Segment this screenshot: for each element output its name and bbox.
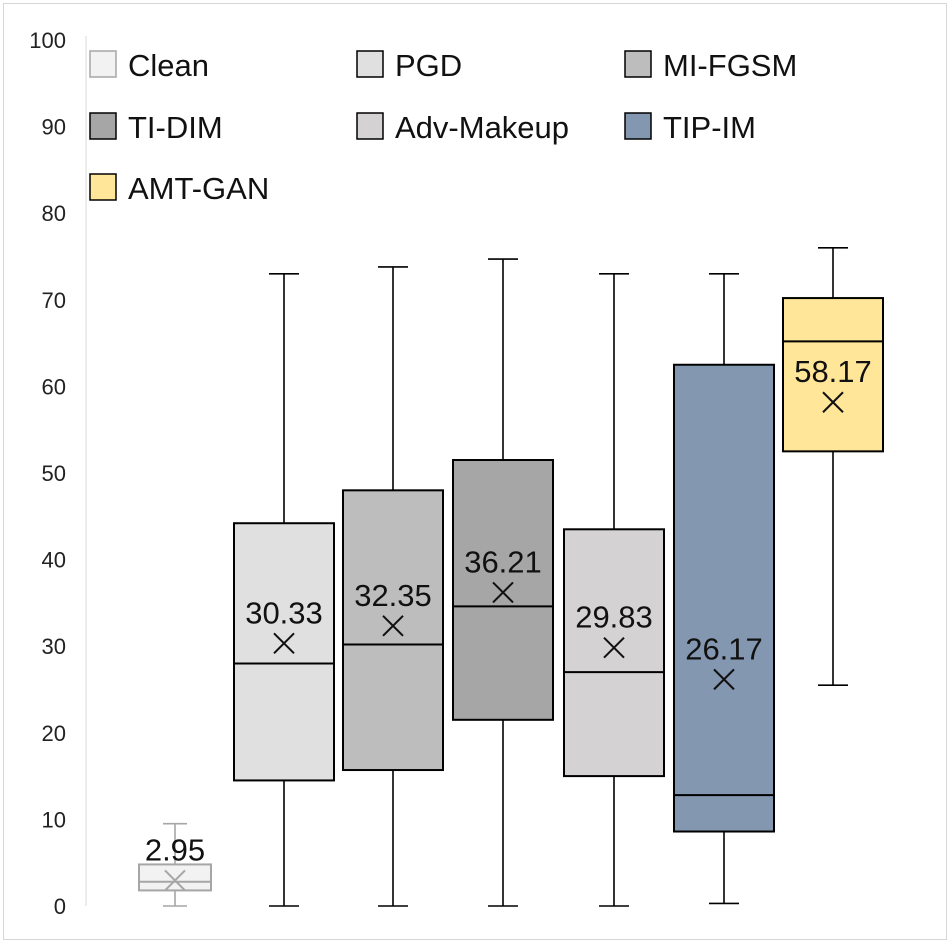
y-tick-label: 90 <box>42 115 66 140</box>
legend-label: Adv-Makeup <box>395 110 569 145</box>
boxes: 2.95 30.33 32.35 36.21 29.83 26.17 58.17 <box>138 247 884 907</box>
mean-label: 26.17 <box>685 631 763 666</box>
y-tick-label: 80 <box>42 201 66 226</box>
box-adv-makeup: 29.83 <box>563 273 665 907</box>
legend-item: Clean <box>89 48 209 83</box>
legend-item: MI-FGSM <box>624 48 797 83</box>
y-tick-label: 100 <box>29 28 66 53</box>
box-tip-im: 26.17 <box>673 273 775 905</box>
legend-label: PGD <box>395 48 462 83</box>
y-tick-label: 50 <box>42 461 66 486</box>
legend-item: TI-DIM <box>89 110 223 145</box>
legend-swatch <box>624 112 652 140</box>
legend: Clean PGD MI-FGSM TI-DIM Adv-Makeup TIP-IM AMT… <box>89 48 797 206</box>
y-tick-label: 20 <box>42 721 66 746</box>
mean-marker <box>603 636 625 659</box>
legend-label: TIP-IM <box>663 110 756 145</box>
legend-label: AMT-GAN <box>128 171 269 206</box>
box-pgd: 30.33 <box>233 273 335 907</box>
legend-swatch <box>89 173 117 201</box>
mean-marker <box>822 391 844 413</box>
mean-marker <box>492 581 514 604</box>
iqr-box <box>233 522 335 782</box>
y-tick-label: 60 <box>42 374 66 399</box>
mean-label: 30.33 <box>245 595 323 630</box>
mean-marker <box>713 668 735 691</box>
legend-swatch <box>356 50 384 78</box>
iqr-box <box>452 459 554 721</box>
mean-label: 29.83 <box>575 600 653 635</box>
y-axis-ticks: 0 10 20 30 40 50 60 70 80 90 100 <box>29 28 66 919</box>
box-amt-gan: 58.17 <box>782 247 884 686</box>
iqr-box <box>563 528 665 778</box>
mean-marker <box>382 615 404 637</box>
iqr-box <box>138 863 212 892</box>
iqr-box <box>673 363 775 833</box>
legend-label: TI-DIM <box>128 110 223 145</box>
legend-item: AMT-GAN <box>89 171 269 206</box>
iqr-box <box>342 489 444 772</box>
legend-item: Adv-Makeup <box>356 110 569 145</box>
box-ti-dim: 36.21 <box>452 258 554 907</box>
y-tick-label: 40 <box>42 548 66 573</box>
mean-label: 58.17 <box>794 354 872 389</box>
legend-swatch <box>356 112 384 140</box>
mean-label: 2.95 <box>145 832 205 867</box>
box-mi-fgsm: 32.35 <box>342 266 444 907</box>
legend-label: Clean <box>128 48 209 83</box>
mean-marker <box>164 869 186 892</box>
iqr-box <box>782 297 884 453</box>
mean-label: 32.35 <box>354 578 432 613</box>
box-clean: 2.95 <box>138 822 212 907</box>
mean-label: 36.21 <box>464 544 542 579</box>
legend-item: PGD <box>356 48 462 83</box>
legend-item: TIP-IM <box>624 110 756 145</box>
mean-marker <box>273 632 295 655</box>
legend-label: MI-FGSM <box>663 48 797 83</box>
y-tick-label: 10 <box>42 807 66 832</box>
legend-swatch <box>624 50 652 78</box>
legend-swatch <box>89 112 117 140</box>
legend-swatch <box>89 50 117 78</box>
y-tick-label: 0 <box>54 894 66 919</box>
y-tick-label: 70 <box>42 288 66 313</box>
y-tick-label: 30 <box>42 634 66 659</box>
